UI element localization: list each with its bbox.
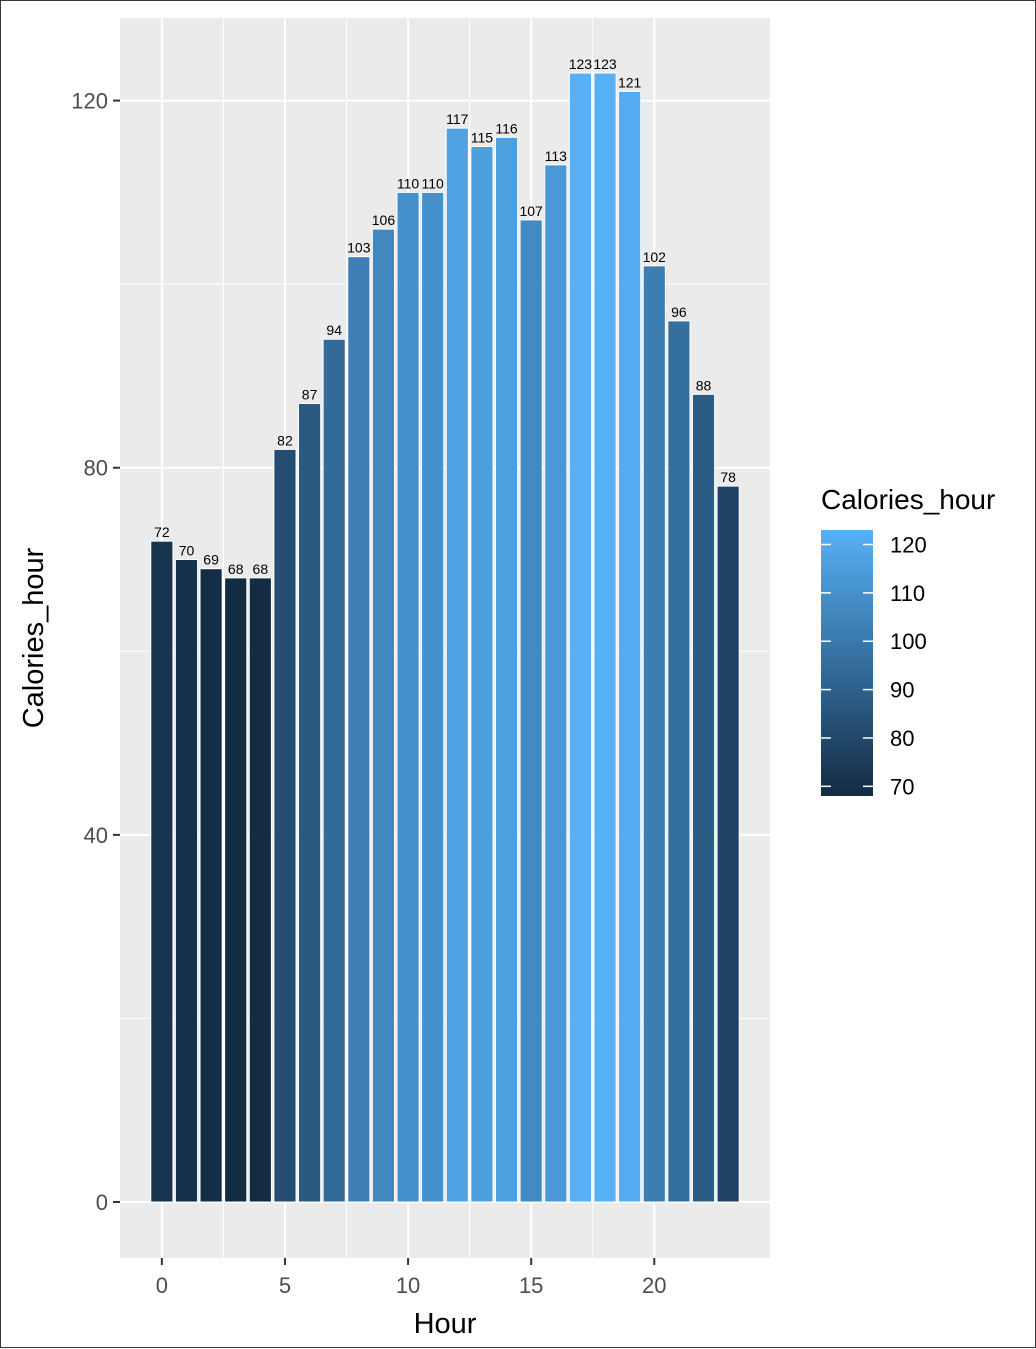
bar bbox=[642, 265, 666, 1203]
bar-value-label: 113 bbox=[545, 148, 568, 164]
bar bbox=[519, 219, 543, 1203]
bar-value-label: 68 bbox=[228, 561, 244, 577]
bar-value-label: 103 bbox=[347, 240, 371, 256]
bar-value-label: 123 bbox=[569, 56, 593, 72]
bar bbox=[150, 540, 174, 1203]
x-axis: 0 5 10 15 20 bbox=[156, 1258, 667, 1298]
bar bbox=[224, 577, 248, 1203]
legend-break-label: 70 bbox=[890, 774, 914, 799]
x-tick-label: 0 bbox=[156, 1273, 168, 1298]
legend-break-label: 80 bbox=[890, 726, 914, 751]
bar bbox=[347, 256, 371, 1203]
bar bbox=[716, 485, 740, 1203]
legend-ticks: 120 110 100 90 80 70 bbox=[821, 533, 927, 799]
bar bbox=[199, 568, 223, 1203]
bar bbox=[618, 90, 642, 1203]
bar bbox=[273, 448, 297, 1203]
bar bbox=[494, 136, 519, 1203]
bar-value-label: 94 bbox=[326, 322, 342, 338]
bar-value-label: 88 bbox=[696, 377, 712, 393]
bar-value-label: 82 bbox=[277, 432, 293, 448]
bar-value-label: 96 bbox=[671, 304, 687, 320]
bars bbox=[150, 72, 740, 1203]
bar-value-label: 72 bbox=[154, 524, 170, 540]
bar-value-label: 117 bbox=[446, 111, 469, 127]
y-tick-label: 0 bbox=[96, 1190, 108, 1215]
legend-break-label: 110 bbox=[890, 581, 925, 606]
bar bbox=[593, 72, 617, 1203]
x-axis-title: Hour bbox=[414, 1308, 477, 1340]
y-tick-label: 80 bbox=[84, 456, 108, 481]
legend-title: Calories_hour bbox=[821, 484, 995, 515]
bar-value-label: 78 bbox=[720, 469, 736, 485]
bar bbox=[322, 338, 346, 1203]
bar-value-label: 116 bbox=[495, 120, 518, 136]
bar bbox=[298, 402, 322, 1203]
x-tick-label: 20 bbox=[642, 1273, 666, 1298]
bar bbox=[174, 559, 199, 1203]
bar-value-label: 70 bbox=[179, 543, 195, 559]
bar bbox=[371, 228, 396, 1203]
bar bbox=[445, 127, 469, 1203]
x-tick-label: 5 bbox=[279, 1273, 291, 1298]
bar bbox=[568, 72, 592, 1203]
bar bbox=[470, 145, 494, 1203]
bar-value-label: 69 bbox=[203, 552, 219, 568]
bar-value-label: 110 bbox=[422, 175, 445, 191]
legend-break-label: 90 bbox=[890, 678, 914, 703]
y-tick-label: 120 bbox=[71, 89, 108, 114]
bar bbox=[396, 191, 420, 1203]
bar-value-label: 87 bbox=[302, 386, 318, 402]
legend-break-label: 100 bbox=[890, 629, 927, 654]
y-axis: 0 40 80 120 bbox=[71, 89, 120, 1215]
y-tick-label: 40 bbox=[84, 823, 108, 848]
bar-value-label: 110 bbox=[397, 175, 420, 191]
legend-colorbar bbox=[821, 530, 873, 796]
bar-value-label: 107 bbox=[519, 203, 543, 219]
x-tick-label: 15 bbox=[519, 1273, 543, 1298]
bar-value-label: 106 bbox=[372, 212, 396, 228]
bar-value-label: 121 bbox=[618, 74, 642, 90]
bar-value-label: 123 bbox=[593, 56, 617, 72]
bar-value-label: 115 bbox=[471, 129, 494, 145]
bar bbox=[691, 393, 716, 1203]
y-axis-title: Calories_hour bbox=[18, 547, 50, 728]
color-legend: Calories_hour 120 110 100 90 80 70 bbox=[821, 484, 995, 799]
bar bbox=[544, 164, 568, 1203]
legend-break-label: 120 bbox=[890, 533, 927, 558]
bar bbox=[248, 577, 272, 1203]
bar bbox=[421, 191, 445, 1203]
bar bbox=[667, 320, 691, 1203]
bar-value-label: 102 bbox=[643, 249, 667, 265]
bar-value-label: 68 bbox=[253, 561, 269, 577]
x-tick-label: 10 bbox=[396, 1273, 420, 1298]
